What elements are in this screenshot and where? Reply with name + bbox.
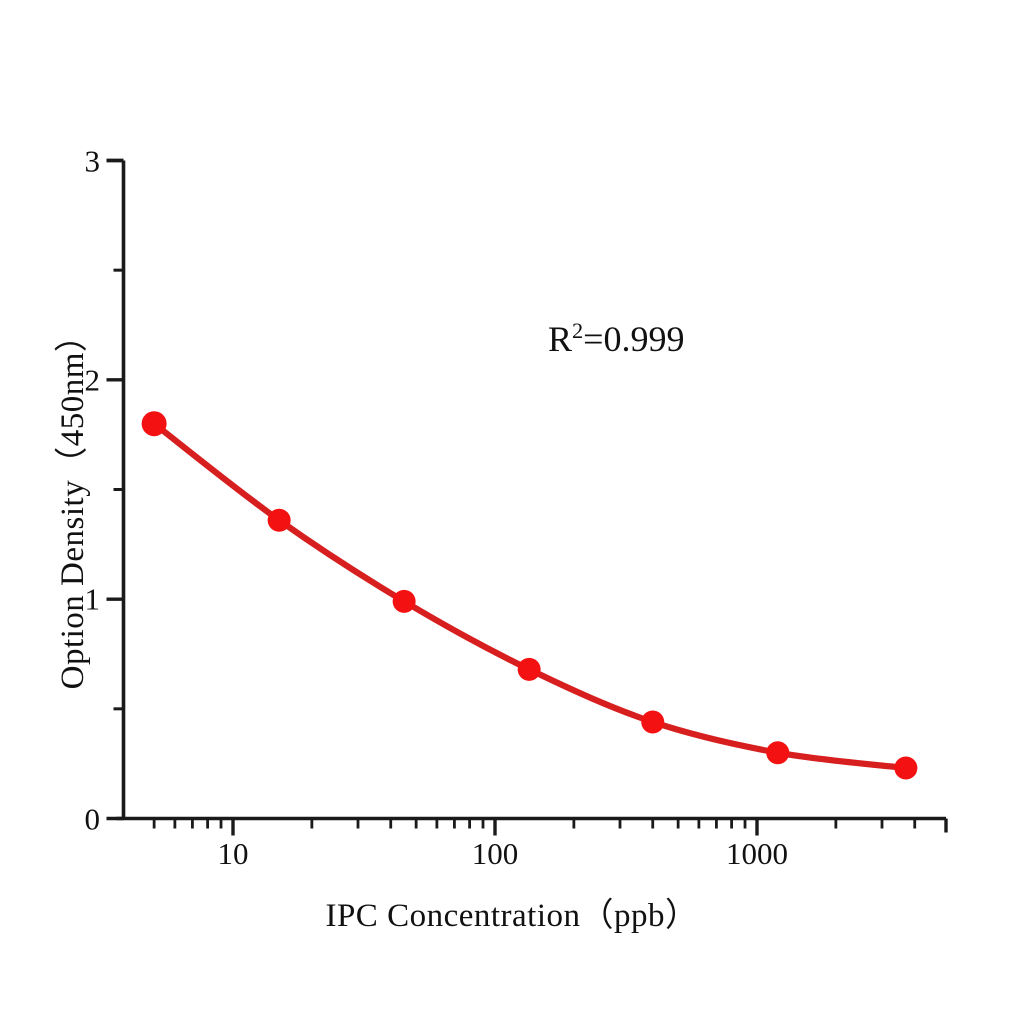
data-point (766, 741, 790, 765)
x-tick-label: 1000 (726, 836, 788, 871)
y-tick-label: 1 (84, 581, 101, 617)
x-tick-label: 10 (217, 836, 249, 871)
y-axis-title: Option Density（450nm） (55, 318, 91, 690)
y-tick-label: 3 (84, 143, 101, 178)
y-tick-label: 2 (84, 362, 101, 398)
data-point (641, 710, 665, 734)
data-point (517, 657, 541, 681)
data-series (141, 411, 918, 780)
data-point (894, 756, 918, 780)
y-tick-label: 0 (84, 801, 101, 836)
y-axis-ticks (106, 158, 124, 821)
data-point (267, 508, 291, 532)
r-squared-annotation: R2=0.999 (548, 318, 684, 360)
data-point (141, 411, 167, 437)
x-axis-ticks (152, 818, 948, 836)
r-squared-base: R (548, 319, 573, 359)
x-axis-title: IPC Concentration（ppb） (325, 898, 699, 934)
r-squared-value: =0.999 (583, 319, 685, 359)
x-tick-label: 100 (471, 836, 519, 871)
r-squared-exponent: 2 (572, 318, 584, 343)
data-point (392, 589, 416, 613)
